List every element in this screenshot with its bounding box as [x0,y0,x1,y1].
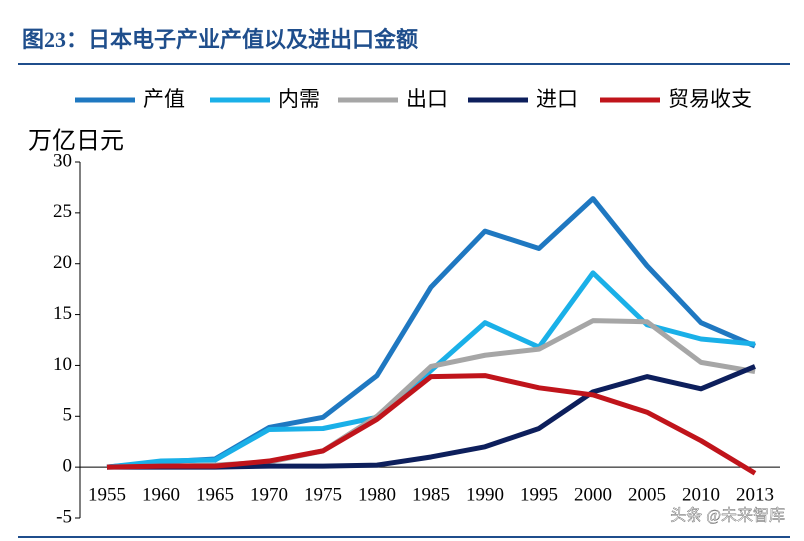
series-line [106,373,757,476]
x-tick-label: 2000 [574,484,612,505]
y-tick-label: 25 [53,201,72,222]
y-axis-label: 万亿日元 [28,128,124,155]
x-tick-label: 1985 [412,484,450,505]
y-tick-label: 20 [53,252,72,273]
x-tick-label: 1955 [88,484,126,505]
x-tick-label: 2005 [628,484,666,505]
legend-label: 产值 [143,87,185,111]
watermark: 头条 @未来智库 [670,507,785,525]
x-tick-label: 1965 [196,484,234,505]
y-tick-label: 0 [63,456,73,477]
y-tick-label: 30 [53,150,72,171]
y-tick-label: -5 [56,506,72,527]
x-tick-label: 1990 [466,484,504,505]
x-tick-label: 1960 [142,484,180,505]
y-tick-label: 5 [63,405,73,426]
x-tick-label: 1980 [358,484,396,505]
legend-label: 进口 [536,87,578,111]
x-tick-label: 1995 [520,484,558,505]
y-tick-label: 10 [53,354,72,375]
series-line [106,318,756,470]
x-tick-label: 2010 [682,484,720,505]
legend-label: 贸易收支 [668,87,752,111]
legend-label: 出口 [406,87,448,111]
x-tick-label: 2013 [736,484,774,505]
chart-title: 图23：日本电子产业产值以及进出口金额 [22,27,418,52]
x-tick-label: 1970 [250,484,288,505]
legend-label: 内需 [278,87,320,111]
x-tick-label: 1975 [304,484,342,505]
series-line [106,270,756,470]
y-tick-label: 15 [53,303,72,324]
